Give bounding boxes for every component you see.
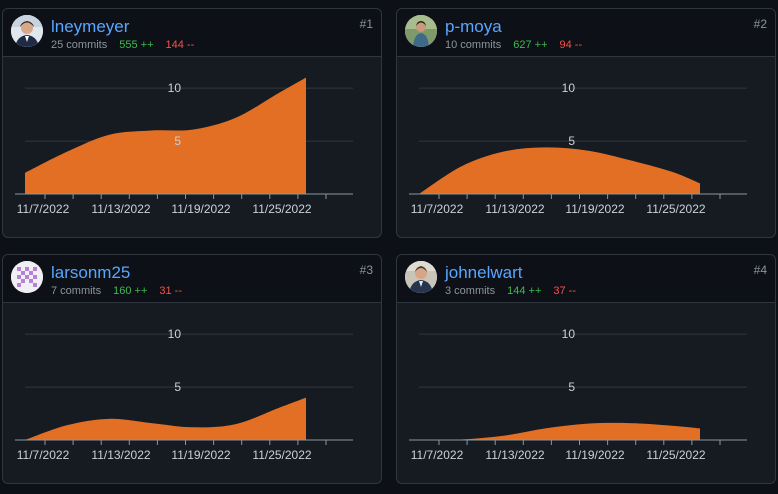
x-tick-label: 11/13/2022 <box>485 202 544 216</box>
y-tick-label: 10 <box>562 81 576 95</box>
contribution-area <box>25 77 306 194</box>
rank-label: #4 <box>753 263 767 277</box>
x-tick-label: 11/25/2022 <box>252 448 311 462</box>
contribution-area <box>419 147 700 194</box>
commits-count[interactable]: 25 commits <box>51 39 108 51</box>
x-tick-label: 11/13/2022 <box>91 202 150 216</box>
chart-svg: 5 10 11/7/2022 11/13/2022 11/19/2022 11/25/20… <box>409 327 747 462</box>
x-tick-label: 11/19/2022 <box>171 202 230 216</box>
chart-svg: 5 10 11/7/2022 11/13/2022 11/19/2022 11/25/20… <box>15 77 353 216</box>
username-link[interactable]: johnelwart <box>445 263 523 282</box>
x-tick-label: 11/19/2022 <box>565 202 624 216</box>
y-tick-label: 10 <box>168 327 182 341</box>
x-tick-label: 11/25/2022 <box>646 202 705 216</box>
username-link[interactable]: p-moya <box>445 17 502 36</box>
username-link[interactable]: larsonm25 <box>51 263 131 282</box>
avatar-photo-icon <box>405 261 437 293</box>
x-tick-label: 11/13/2022 <box>485 448 544 462</box>
contribution-area <box>25 397 306 440</box>
card-header: lneymeyer 25 commits 555 ++ 144 -- #1 <box>3 9 381 57</box>
rank-label: #1 <box>359 17 373 31</box>
contribution-stats: 7 commits 160 ++ 31 -- <box>51 285 182 298</box>
y-tick-label: 5 <box>174 134 181 148</box>
deletions-count: 94 -- <box>559 39 583 51</box>
y-tick-label: 5 <box>568 134 575 148</box>
y-tick-label: 10 <box>562 327 576 341</box>
x-tick-label: 11/19/2022 <box>565 448 624 462</box>
avatar[interactable] <box>405 261 437 293</box>
rank-label: #2 <box>753 17 767 31</box>
y-tick-label: 10 <box>168 81 182 95</box>
username-link[interactable]: lneymeyer <box>51 17 130 36</box>
contribution-stats: 10 commits 627 ++ 94 -- <box>445 39 582 52</box>
contributor-card: johnelwart 3 commits 144 ++ 37 -- #4 5 10 11… <box>396 254 776 484</box>
card-header: p-moya 10 commits 627 ++ 94 -- #2 <box>397 9 775 57</box>
y-tick-label: 5 <box>568 380 575 394</box>
contribution-chart: 5 10 11/7/2022 11/13/2022 11/19/2022 11/25/20… <box>3 303 381 483</box>
contribution-chart: 5 10 11/7/2022 11/13/2022 11/19/2022 11/25/20… <box>3 57 381 237</box>
avatar[interactable] <box>11 261 43 293</box>
x-tick-label: 11/25/2022 <box>646 448 705 462</box>
x-tick-label: 11/7/2022 <box>17 448 70 462</box>
chart-svg: 5 10 11/7/2022 11/13/2022 11/19/2022 11/25/20… <box>15 327 353 462</box>
avatar-photo-icon <box>11 15 43 47</box>
commits-count[interactable]: 7 commits <box>51 285 102 297</box>
avatar-photo-icon <box>405 15 437 47</box>
x-tick-label: 11/25/2022 <box>252 202 311 216</box>
card-header: larsonm25 7 commits 160 ++ 31 -- #3 <box>3 255 381 303</box>
chart-svg: 5 10 11/7/2022 11/13/2022 11/19/2022 11/25/20… <box>409 81 747 216</box>
avatar[interactable] <box>405 15 437 47</box>
additions-count: 555 ++ <box>119 39 154 51</box>
card-header: johnelwart 3 commits 144 ++ 37 -- #4 <box>397 255 775 303</box>
contributor-card: p-moya 10 commits 627 ++ 94 -- #2 5 10 11/7/… <box>396 8 776 238</box>
contribution-stats: 3 commits 144 ++ 37 -- <box>445 285 576 298</box>
x-tick-label: 11/13/2022 <box>91 448 150 462</box>
contribution-chart: 5 10 11/7/2022 11/13/2022 11/19/2022 11/25/20… <box>397 303 775 483</box>
x-tick-label: 11/7/2022 <box>411 448 464 462</box>
x-tick-label: 11/7/2022 <box>411 202 464 216</box>
contribution-chart: 5 10 11/7/2022 11/13/2022 11/19/2022 11/25/20… <box>397 57 775 237</box>
deletions-count: 37 -- <box>553 285 577 297</box>
contribution-stats: 25 commits 555 ++ 144 -- <box>51 39 194 52</box>
avatar[interactable] <box>11 15 43 47</box>
rank-label: #3 <box>359 263 373 277</box>
contribution-area <box>419 422 700 440</box>
commits-count[interactable]: 10 commits <box>445 39 502 51</box>
x-tick-label: 11/7/2022 <box>17 202 70 216</box>
contributor-card: lneymeyer 25 commits 555 ++ 144 -- #1 5 10 1… <box>2 8 382 238</box>
deletions-count: 31 -- <box>159 285 183 297</box>
commits-count[interactable]: 3 commits <box>445 285 496 297</box>
additions-count: 627 ++ <box>513 39 548 51</box>
additions-count: 160 ++ <box>113 285 148 297</box>
additions-count: 144 ++ <box>507 285 542 297</box>
contributor-card: larsonm25 7 commits 160 ++ 31 -- #3 5 10 11/… <box>2 254 382 484</box>
y-tick-label: 5 <box>174 380 181 394</box>
deletions-count: 144 -- <box>165 39 195 51</box>
identicon-icon <box>11 261 43 293</box>
x-tick-label: 11/19/2022 <box>171 448 230 462</box>
